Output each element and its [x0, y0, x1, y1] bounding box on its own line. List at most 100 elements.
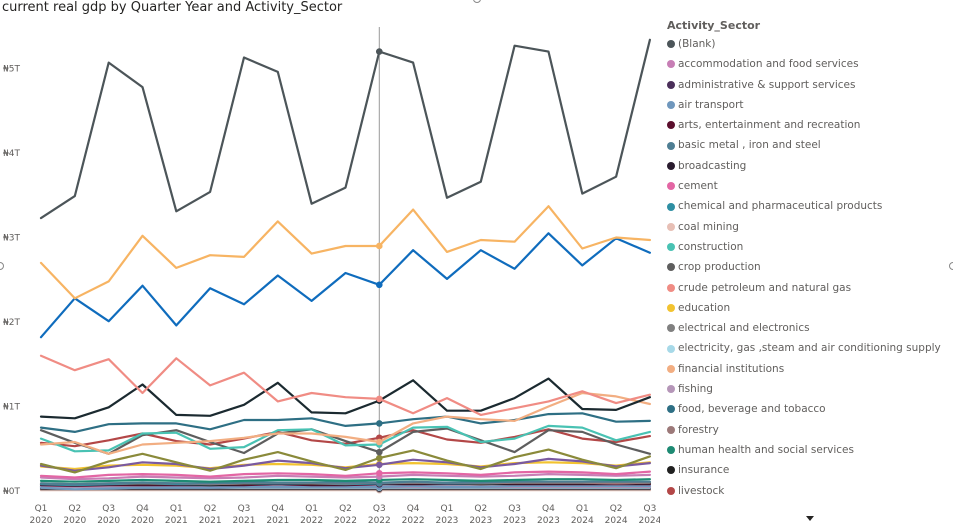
legend-item[interactable]: administrative & support services — [667, 75, 953, 95]
resize-handle-right[interactable] — [949, 262, 953, 270]
y-tick-label: ₦2T — [3, 318, 20, 328]
legend-label: education — [678, 301, 731, 314]
series-line-unlisted-1 — [39, 232, 652, 339]
x-tick-label-quarter: Q2 — [204, 504, 217, 514]
y-tick-label: ₦0T — [3, 487, 20, 497]
legend-label: human health and social services — [678, 443, 854, 456]
legend-title: Activity_Sector — [667, 19, 761, 32]
legend-item[interactable]: fishing — [667, 379, 953, 399]
legend-item[interactable]: electrical and electronics — [667, 318, 953, 338]
series-line-1 — [39, 38, 652, 220]
x-tick-label-quarter: Q4 — [542, 504, 555, 514]
series-line-8 — [39, 470, 652, 479]
legend-label: basic metal , iron and steel — [678, 139, 821, 152]
legend-item[interactable]: education — [667, 298, 953, 318]
series-line-12-marker — [376, 448, 383, 456]
legend-label: crude petroleum and natural gas — [678, 281, 852, 294]
y-tick-label: ₦1T — [3, 403, 20, 413]
legend-label: coal mining — [678, 220, 739, 233]
legend-scroll-down-icon[interactable] — [806, 516, 814, 521]
series-line-11 — [39, 424, 652, 453]
series-line-unlisted-4-marker — [376, 454, 383, 462]
x-tick-label-quarter: Q3 — [644, 504, 657, 514]
line-chart[interactable]: ₦0T ₦1T ₦2T ₦3T ₦4T ₦5T Q1 2020 Q2 2020 Q3 2020 Q4 20… — [0, 0, 660, 527]
x-tick-label-year: 2020 — [131, 516, 154, 526]
legend-item[interactable]: (Blank) — [667, 34, 953, 54]
legend-item[interactable]: livestock — [667, 481, 953, 501]
legend-marker-icon — [667, 466, 675, 475]
legend-item[interactable]: crop production — [667, 257, 953, 277]
series-line-unlisted-5-marker — [376, 461, 383, 469]
legend-marker-icon — [667, 425, 675, 434]
x-tick-label-quarter: Q2 — [474, 504, 487, 514]
series-line-unlisted-2-marker — [376, 242, 383, 250]
series-line-21 — [39, 478, 652, 483]
series-line-12 — [39, 427, 652, 455]
legend-item[interactable]: accommodation and food services — [667, 54, 953, 74]
x-tick-label-year: 2021 — [199, 516, 222, 526]
series-line-17 — [39, 391, 652, 455]
legend-marker-icon — [667, 222, 675, 231]
legend-label: fishing — [678, 383, 713, 396]
legend-item[interactable]: food, beverage and tobacco — [667, 399, 953, 419]
legend-label: arts, entertainment and recreation — [678, 119, 861, 132]
legend-item[interactable]: coal mining — [667, 217, 953, 237]
legend-label: broadcasting — [678, 159, 747, 172]
series-line-8-marker — [376, 469, 383, 477]
legend-item[interactable]: broadcasting — [667, 156, 953, 176]
series-line-19 — [39, 412, 652, 433]
legend-item[interactable]: forestry — [667, 420, 953, 440]
legend-item[interactable]: cement — [667, 176, 953, 196]
legend-item[interactable]: human health and social services — [667, 440, 953, 460]
legend-label: insurance — [678, 464, 730, 477]
x-tick-label-quarter: Q3 — [102, 504, 115, 514]
legend-item[interactable]: basic metal , iron and steel — [667, 135, 953, 155]
x-tick-label-quarter: Q4 — [136, 504, 149, 514]
series-line-unlisted-3 — [39, 377, 652, 420]
series-line-1-marker — [376, 48, 383, 55]
x-tick-label-year: 2023 — [537, 516, 560, 526]
x-tick-label-year: 2024 — [638, 516, 660, 526]
series-line-19-marker — [376, 420, 383, 427]
legend-item[interactable]: arts, entertainment and recreation — [667, 115, 953, 135]
legend-item[interactable]: crude petroleum and natural gas — [667, 278, 953, 298]
legend: Activity_Sector (Blank) accommodation and… — [667, 18, 953, 501]
x-tick-label-year: 2022 — [402, 516, 425, 526]
x-tick-label-quarter: Q1 — [576, 504, 589, 514]
legend-item[interactable]: construction — [667, 237, 953, 257]
y-tick-label: ₦3T — [3, 234, 20, 244]
x-tick-label-quarter: Q3 — [373, 504, 386, 514]
legend-item[interactable]: electricity, gas ,steam and air conditio… — [667, 338, 953, 358]
legend-marker-icon — [667, 324, 675, 333]
legend-item[interactable]: insurance — [667, 460, 953, 480]
x-tick-label-year: 2024 — [571, 516, 594, 526]
legend-label: livestock — [678, 484, 725, 497]
legend-label: cement — [678, 180, 718, 193]
legend-label: financial institutions — [678, 362, 785, 375]
legend-label: electrical and electronics — [678, 322, 810, 335]
legend-item[interactable]: air transport — [667, 95, 953, 115]
legend-marker-icon — [667, 243, 675, 252]
x-tick-label-quarter: Q1 — [170, 504, 183, 514]
series-line-unlisted-1-marker — [376, 281, 383, 289]
legend-marker-icon — [667, 101, 675, 110]
legend-marker-icon — [667, 364, 675, 373]
series-line-unlisted-5 — [39, 457, 652, 472]
x-tick-label-year: 2023 — [469, 516, 492, 526]
x-tick-label-quarter: Q2 — [610, 504, 623, 514]
legend-marker-icon — [667, 263, 675, 272]
legend-item[interactable]: financial institutions — [667, 359, 953, 379]
x-tick-label-year: 2022 — [368, 516, 391, 526]
x-tick-label-year: 2024 — [605, 516, 628, 526]
legend-items: (Blank) accommodation and food services ad… — [667, 34, 953, 501]
series-line-17-marker — [376, 438, 383, 446]
legend-marker-icon — [667, 182, 675, 191]
legend-label: electricity, gas ,steam and air conditio… — [678, 342, 941, 355]
legend-marker-icon — [667, 283, 675, 292]
x-tick-label-year: 2020 — [63, 516, 86, 526]
series-line-2 — [39, 473, 652, 481]
y-tick-label: ₦4T — [3, 149, 20, 159]
x-tick-label-year: 2021 — [233, 516, 256, 526]
legend-item[interactable]: chemical and pharmaceutical products — [667, 196, 953, 216]
legend-label: food, beverage and tobacco — [678, 403, 826, 416]
